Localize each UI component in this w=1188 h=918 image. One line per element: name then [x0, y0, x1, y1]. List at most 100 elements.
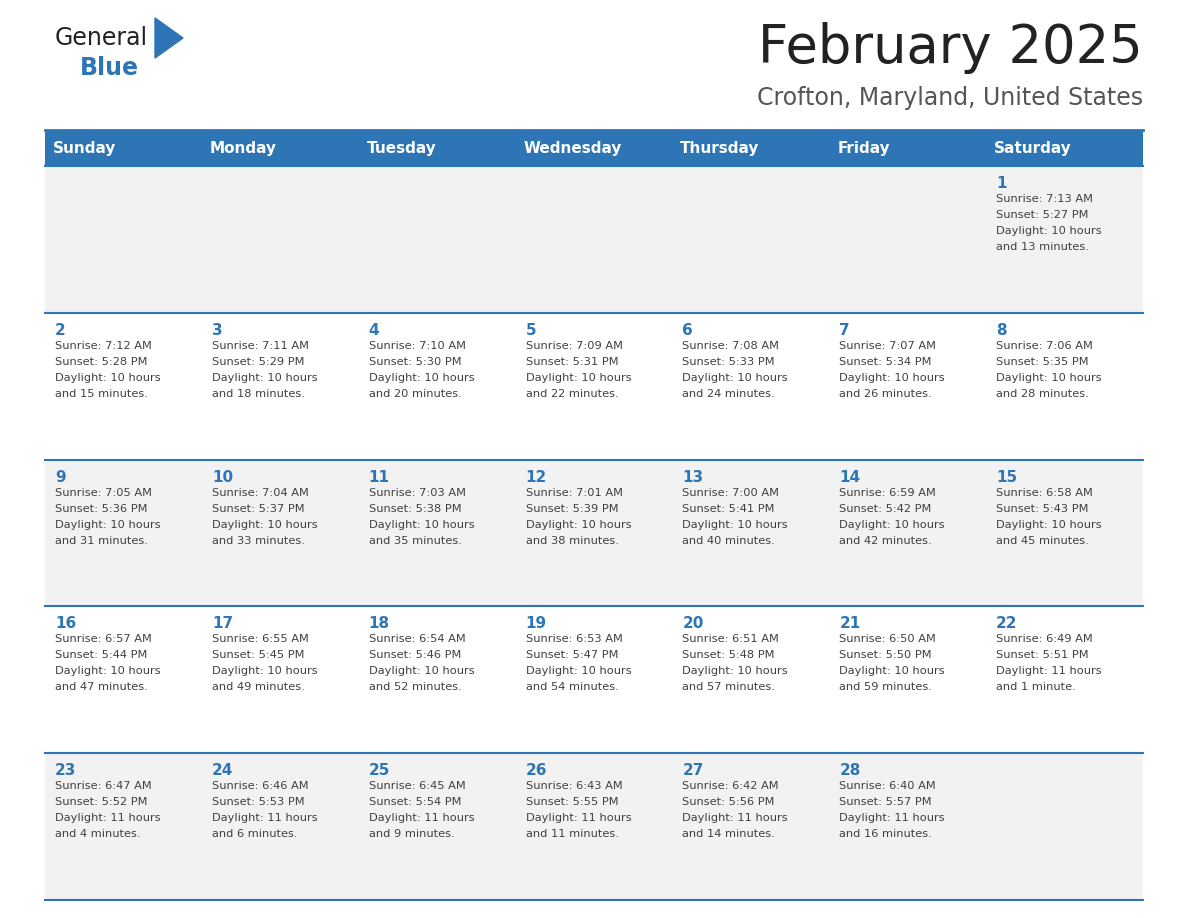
- Text: Sunset: 5:41 PM: Sunset: 5:41 PM: [682, 504, 775, 513]
- Text: and 57 minutes.: and 57 minutes.: [682, 682, 776, 692]
- Bar: [45, 753, 1143, 900]
- Bar: [45, 607, 1143, 753]
- Text: Sunset: 5:27 PM: Sunset: 5:27 PM: [997, 210, 1088, 220]
- Text: 9: 9: [55, 470, 65, 485]
- Text: 5: 5: [525, 323, 536, 338]
- Text: 11: 11: [368, 470, 390, 485]
- Text: 13: 13: [682, 470, 703, 485]
- Text: 6: 6: [682, 323, 693, 338]
- Text: Sunset: 5:48 PM: Sunset: 5:48 PM: [682, 650, 775, 660]
- Text: and 24 minutes.: and 24 minutes.: [682, 389, 775, 398]
- Text: 14: 14: [839, 470, 860, 485]
- Text: Sunrise: 7:01 AM: Sunrise: 7:01 AM: [525, 487, 623, 498]
- Text: Sunset: 5:44 PM: Sunset: 5:44 PM: [55, 650, 147, 660]
- Text: and 47 minutes.: and 47 minutes.: [55, 682, 147, 692]
- Text: 28: 28: [839, 763, 860, 778]
- Text: Daylight: 11 hours: Daylight: 11 hours: [997, 666, 1101, 677]
- Text: 4: 4: [368, 323, 379, 338]
- Text: Daylight: 10 hours: Daylight: 10 hours: [525, 373, 631, 383]
- Text: 21: 21: [839, 616, 860, 632]
- Text: 2: 2: [55, 323, 65, 338]
- Text: Sunrise: 6:55 AM: Sunrise: 6:55 AM: [211, 634, 309, 644]
- Text: Daylight: 10 hours: Daylight: 10 hours: [211, 520, 317, 530]
- Text: Daylight: 10 hours: Daylight: 10 hours: [525, 520, 631, 530]
- Text: Wednesday: Wednesday: [524, 140, 621, 155]
- Bar: [45, 130, 202, 166]
- Text: and 13 minutes.: and 13 minutes.: [997, 242, 1089, 252]
- Bar: [45, 166, 1143, 313]
- Text: Sunset: 5:39 PM: Sunset: 5:39 PM: [525, 504, 618, 513]
- Bar: [45, 460, 1143, 607]
- Bar: [829, 130, 986, 166]
- Text: Daylight: 11 hours: Daylight: 11 hours: [55, 813, 160, 823]
- Text: and 54 minutes.: and 54 minutes.: [525, 682, 618, 692]
- Text: February 2025: February 2025: [758, 22, 1143, 74]
- Text: Sunset: 5:35 PM: Sunset: 5:35 PM: [997, 357, 1088, 367]
- Text: Sunrise: 7:12 AM: Sunrise: 7:12 AM: [55, 341, 152, 351]
- Bar: [516, 130, 672, 166]
- Text: Sunrise: 7:09 AM: Sunrise: 7:09 AM: [525, 341, 623, 351]
- Text: and 20 minutes.: and 20 minutes.: [368, 389, 461, 398]
- Text: Sunrise: 7:08 AM: Sunrise: 7:08 AM: [682, 341, 779, 351]
- Text: Daylight: 11 hours: Daylight: 11 hours: [682, 813, 788, 823]
- Text: 1: 1: [997, 176, 1006, 191]
- Text: Sunset: 5:36 PM: Sunset: 5:36 PM: [55, 504, 147, 513]
- Text: Blue: Blue: [80, 56, 139, 80]
- Bar: [672, 130, 829, 166]
- Text: Sunrise: 7:13 AM: Sunrise: 7:13 AM: [997, 194, 1093, 204]
- Text: 16: 16: [55, 616, 76, 632]
- Text: 22: 22: [997, 616, 1018, 632]
- Text: 17: 17: [211, 616, 233, 632]
- Text: Sunrise: 7:03 AM: Sunrise: 7:03 AM: [368, 487, 466, 498]
- Text: 7: 7: [839, 323, 849, 338]
- Text: 8: 8: [997, 323, 1006, 338]
- Text: 20: 20: [682, 616, 703, 632]
- Text: Sunset: 5:46 PM: Sunset: 5:46 PM: [368, 650, 461, 660]
- Text: Sunrise: 6:54 AM: Sunrise: 6:54 AM: [368, 634, 466, 644]
- Text: Daylight: 11 hours: Daylight: 11 hours: [525, 813, 631, 823]
- Text: Sunrise: 6:49 AM: Sunrise: 6:49 AM: [997, 634, 1093, 644]
- Text: Sunset: 5:31 PM: Sunset: 5:31 PM: [525, 357, 618, 367]
- Text: 3: 3: [211, 323, 222, 338]
- Text: Daylight: 10 hours: Daylight: 10 hours: [368, 520, 474, 530]
- Text: Daylight: 11 hours: Daylight: 11 hours: [211, 813, 317, 823]
- Bar: [45, 313, 1143, 460]
- Text: Sunrise: 6:47 AM: Sunrise: 6:47 AM: [55, 781, 152, 791]
- Text: 27: 27: [682, 763, 703, 778]
- Text: 19: 19: [525, 616, 546, 632]
- Text: Sunset: 5:56 PM: Sunset: 5:56 PM: [682, 797, 775, 807]
- Text: Sunrise: 7:07 AM: Sunrise: 7:07 AM: [839, 341, 936, 351]
- Text: Sunset: 5:29 PM: Sunset: 5:29 PM: [211, 357, 304, 367]
- Text: Daylight: 10 hours: Daylight: 10 hours: [55, 520, 160, 530]
- Text: Friday: Friday: [838, 140, 890, 155]
- Text: 24: 24: [211, 763, 233, 778]
- Text: Sunset: 5:38 PM: Sunset: 5:38 PM: [368, 504, 461, 513]
- Text: 26: 26: [525, 763, 546, 778]
- Text: and 22 minutes.: and 22 minutes.: [525, 389, 618, 398]
- Text: Sunrise: 6:42 AM: Sunrise: 6:42 AM: [682, 781, 779, 791]
- Text: Sunrise: 6:57 AM: Sunrise: 6:57 AM: [55, 634, 152, 644]
- Bar: [202, 130, 359, 166]
- Text: and 4 minutes.: and 4 minutes.: [55, 829, 140, 839]
- Text: Sunrise: 6:45 AM: Sunrise: 6:45 AM: [368, 781, 466, 791]
- Text: Sunrise: 6:51 AM: Sunrise: 6:51 AM: [682, 634, 779, 644]
- Text: Thursday: Thursday: [681, 140, 759, 155]
- Text: and 6 minutes.: and 6 minutes.: [211, 829, 297, 839]
- Text: and 26 minutes.: and 26 minutes.: [839, 389, 931, 398]
- Text: Sunrise: 6:43 AM: Sunrise: 6:43 AM: [525, 781, 623, 791]
- Text: Sunset: 5:28 PM: Sunset: 5:28 PM: [55, 357, 147, 367]
- Text: 18: 18: [368, 616, 390, 632]
- Text: Crofton, Maryland, United States: Crofton, Maryland, United States: [757, 86, 1143, 110]
- Text: and 52 minutes.: and 52 minutes.: [368, 682, 461, 692]
- Text: Sunrise: 6:40 AM: Sunrise: 6:40 AM: [839, 781, 936, 791]
- Text: Sunrise: 7:06 AM: Sunrise: 7:06 AM: [997, 341, 1093, 351]
- Text: Sunrise: 6:53 AM: Sunrise: 6:53 AM: [525, 634, 623, 644]
- Text: 10: 10: [211, 470, 233, 485]
- Text: Daylight: 10 hours: Daylight: 10 hours: [997, 520, 1101, 530]
- Text: Sunrise: 7:11 AM: Sunrise: 7:11 AM: [211, 341, 309, 351]
- Text: and 49 minutes.: and 49 minutes.: [211, 682, 304, 692]
- Text: Sunset: 5:55 PM: Sunset: 5:55 PM: [525, 797, 618, 807]
- Text: and 59 minutes.: and 59 minutes.: [839, 682, 933, 692]
- Text: Sunset: 5:45 PM: Sunset: 5:45 PM: [211, 650, 304, 660]
- Text: and 11 minutes.: and 11 minutes.: [525, 829, 619, 839]
